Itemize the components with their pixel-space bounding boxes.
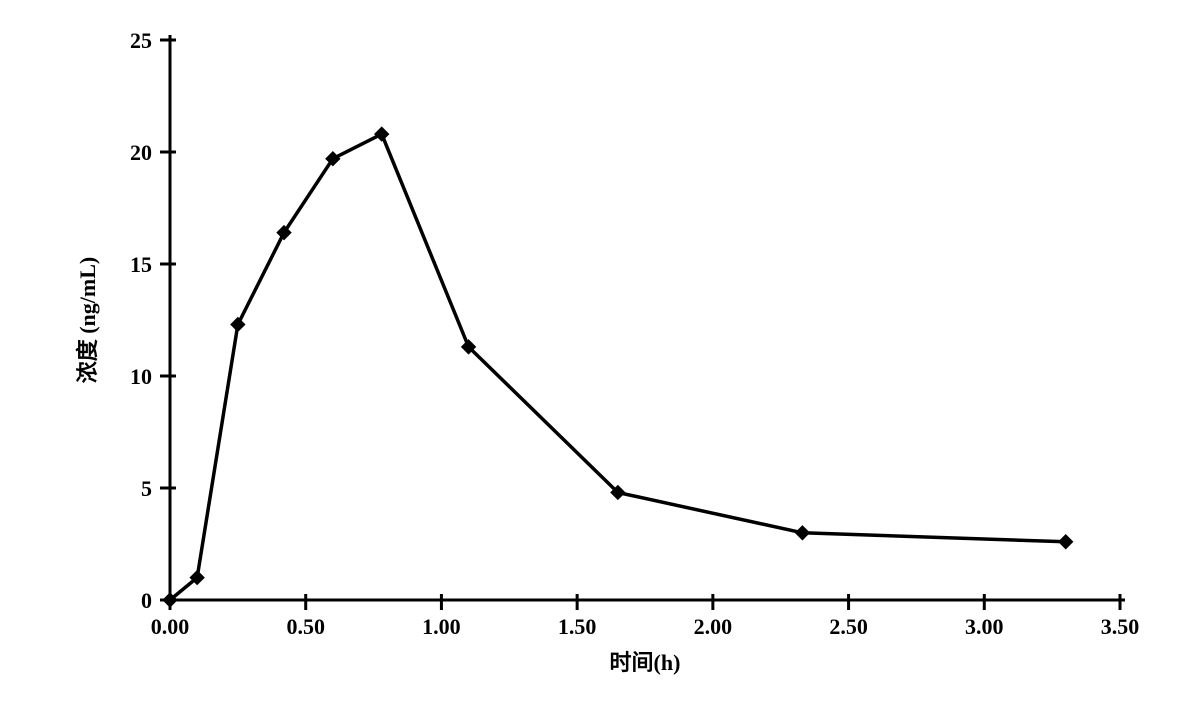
x-tick-label: 1.50 xyxy=(558,614,597,639)
y-tick-label: 0 xyxy=(141,588,152,613)
x-tick-label: 0.00 xyxy=(151,614,190,639)
y-axis-title: 浓度 (ng/mL) xyxy=(75,257,100,384)
data-marker xyxy=(375,127,389,141)
x-tick-label: 3.00 xyxy=(965,614,1004,639)
chart-svg: 0 5 10 15 20 25 0.00 0.50 1.00 1.50 2.00 2.50 3.00 3.… xyxy=(0,0,1181,709)
data-marker xyxy=(795,526,809,540)
data-marker xyxy=(1059,535,1073,549)
x-tick-label: 3.50 xyxy=(1101,614,1140,639)
x-tick-label: 2.50 xyxy=(829,614,868,639)
x-tick-label: 2.00 xyxy=(694,614,733,639)
y-tick-label: 5 xyxy=(141,476,152,501)
series-line xyxy=(170,134,1066,600)
x-tick-label: 0.50 xyxy=(286,614,325,639)
y-tick-label: 15 xyxy=(130,252,152,277)
y-tick-label: 25 xyxy=(130,28,152,53)
y-tick-label: 10 xyxy=(130,364,152,389)
pk-concentration-chart: 0 5 10 15 20 25 0.00 0.50 1.00 1.50 2.00 2.50 3.00 3.… xyxy=(0,0,1181,709)
x-axis-title: 时间(h) xyxy=(610,650,681,675)
y-tick-label: 20 xyxy=(130,140,152,165)
data-marker xyxy=(231,317,245,331)
x-tick-label: 1.00 xyxy=(422,614,461,639)
